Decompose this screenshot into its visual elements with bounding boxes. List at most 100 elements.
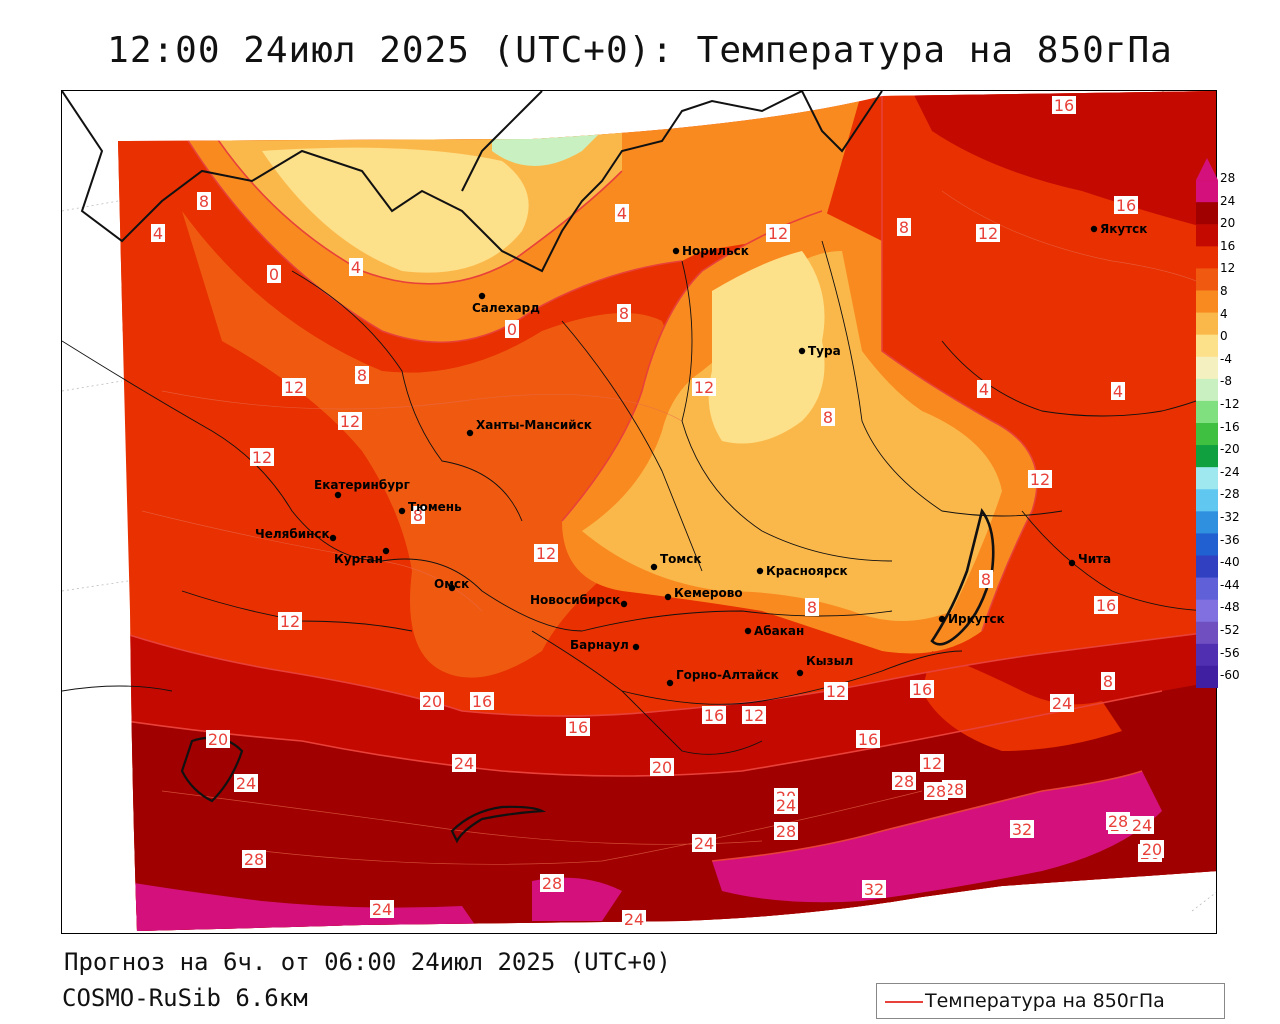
contour-label: 20	[206, 730, 230, 749]
contour-label: 8	[355, 366, 369, 385]
svg-text:32: 32	[1012, 820, 1032, 839]
colorbar-tick-label: 0	[1220, 329, 1228, 344]
svg-text:8: 8	[1103, 672, 1113, 691]
svg-text:12: 12	[1030, 470, 1050, 489]
svg-text:28: 28	[944, 780, 964, 799]
contour-label: 8	[821, 408, 835, 427]
contour-label: 12	[282, 378, 306, 397]
svg-text:12: 12	[922, 754, 942, 773]
city-label: Абакан	[754, 624, 804, 638]
svg-text:24: 24	[372, 900, 392, 919]
colorbar-tick-label: -4	[1220, 351, 1232, 366]
contour-label: 12	[1028, 470, 1052, 489]
svg-text:28: 28	[542, 874, 562, 893]
contour-label: 16	[856, 730, 880, 749]
contour-label: 8	[979, 570, 993, 589]
colorbar-swatch	[1196, 224, 1218, 247]
svg-text:4: 4	[979, 380, 989, 399]
map-frame[interactable]: 16 16 12 8 12 8 4 0 4 0 8 4 12 8 4 4 12 8 12 12 12 8 12 8 16 8 12 1…	[61, 90, 1217, 934]
svg-text:20: 20	[652, 758, 672, 777]
contour-label: 0	[267, 265, 281, 284]
city-marker	[334, 491, 342, 499]
svg-text:16: 16	[568, 718, 588, 737]
city-label: Иркутск	[948, 612, 1005, 626]
svg-text:12: 12	[744, 706, 764, 725]
svg-text:8: 8	[899, 218, 909, 237]
svg-text:16: 16	[912, 680, 932, 699]
city-label: Курган	[334, 552, 383, 566]
city-marker	[329, 534, 337, 542]
colorbar-swatch	[1196, 268, 1218, 291]
colorbar-tick-label: 4	[1220, 306, 1228, 321]
colorbar-tick-label: -12	[1220, 397, 1240, 411]
svg-text:28: 28	[926, 782, 946, 801]
colorbar-swatch	[1196, 621, 1218, 645]
contour-label: 24	[622, 910, 646, 929]
contour-label: 24	[234, 774, 258, 793]
city-marker	[382, 547, 390, 555]
colorbar-arrow-top	[1196, 158, 1218, 181]
contour-label: 28	[774, 822, 798, 841]
colorbar-tick-label: -52	[1220, 623, 1240, 637]
svg-text:4: 4	[351, 258, 361, 277]
city-label: Тюмень	[408, 500, 462, 514]
city-marker	[798, 347, 806, 355]
contour-label: 16	[1114, 196, 1138, 215]
city-marker	[796, 669, 804, 677]
svg-text:4: 4	[1113, 382, 1123, 401]
city-markers: Норильск Якутск Салехард Тура Ханты-Мансийск…	[255, 222, 1147, 687]
city-marker	[1090, 225, 1098, 233]
svg-text:32: 32	[864, 880, 884, 899]
contour-label: 12	[534, 544, 558, 563]
colorbar-tick-label: -20	[1220, 442, 1240, 457]
colorbar-tick-label: -16	[1220, 419, 1240, 434]
svg-text:8: 8	[807, 598, 817, 617]
contour-label: 8	[897, 218, 911, 237]
forecast-info: Прогноз на 6ч. от 06:00 24июл 2025 (UTC+…	[64, 948, 671, 976]
colorbar-swatch	[1196, 202, 1218, 225]
colorbar-tick-label: 12	[1220, 261, 1236, 276]
svg-text:24: 24	[1052, 694, 1072, 713]
contour-label: 28	[924, 782, 948, 801]
svg-text:12: 12	[536, 544, 556, 563]
coastlines	[62, 91, 883, 273]
svg-text:28: 28	[776, 822, 796, 841]
city-label: Томск	[660, 552, 702, 566]
svg-text:24: 24	[454, 754, 474, 773]
city-label: Ханты-Мансийск	[476, 418, 592, 432]
colorbar-tick-label: -28	[1220, 487, 1240, 502]
svg-text:24: 24	[624, 910, 644, 929]
colorbar-swatch	[1196, 246, 1218, 269]
contour-label: 8	[805, 598, 819, 617]
svg-text:4: 4	[153, 224, 163, 243]
colorbar-tick-label: 8	[1220, 284, 1228, 298]
svg-text:8: 8	[619, 304, 629, 323]
contour-label: 24	[452, 754, 476, 773]
city-marker	[672, 247, 680, 255]
colorbar-tick-label: 20	[1220, 216, 1236, 231]
colorbar-tick-label: 16	[1220, 238, 1236, 253]
contour-label: 12	[824, 682, 848, 701]
colorbar-swatch	[1196, 180, 1218, 203]
svg-text:12: 12	[826, 682, 846, 701]
contour-label: 28	[242, 850, 266, 869]
contour-label: 16	[566, 718, 590, 737]
contour-label: 12	[250, 448, 274, 467]
contour-label: 28	[892, 772, 916, 791]
city-label: Челябинск	[255, 527, 330, 541]
svg-text:12: 12	[768, 224, 788, 243]
city-marker	[1068, 559, 1076, 567]
colorbar-tick-label: -36	[1220, 532, 1240, 547]
contour-label: 4	[977, 380, 991, 399]
city-marker	[398, 507, 406, 515]
colorbar-tick-label: 24	[1220, 193, 1236, 208]
city-label: Кемерово	[674, 586, 743, 600]
svg-text:20: 20	[208, 730, 228, 749]
colorbar-tick-label: -56	[1220, 645, 1240, 660]
contour-label: 12	[766, 224, 790, 243]
svg-text:20: 20	[1142, 840, 1162, 859]
temperature-map[interactable]: 16 16 12 8 12 8 4 0 4 0 8 4 12 8 4 4 12 8 12 12 12 8 12 8 16 8 12 1…	[62, 91, 1217, 934]
contour-label: 12	[692, 378, 716, 397]
svg-text:12: 12	[252, 448, 272, 467]
colorbar-swatch	[1196, 334, 1218, 358]
